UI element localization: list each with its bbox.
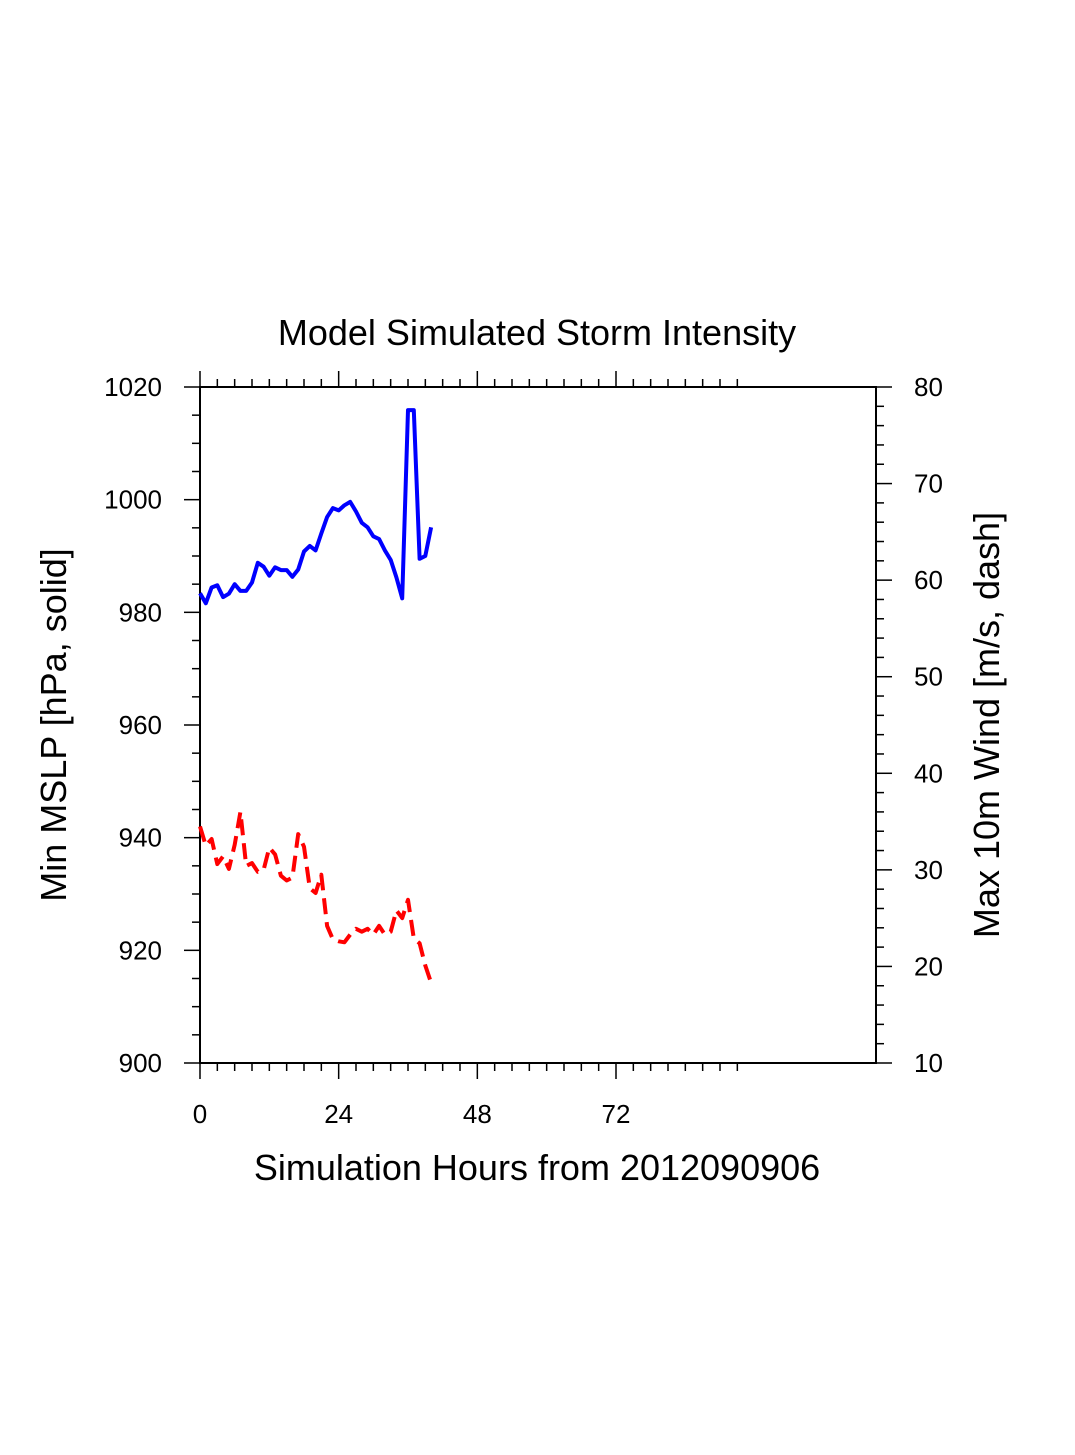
x-tick-label: 72 bbox=[602, 1099, 631, 1129]
y-left-tick-label: 1000 bbox=[104, 485, 162, 515]
x-tick-label: 0 bbox=[193, 1099, 207, 1129]
tick-label-group: 0 24 48 72900920940960980100010201020304050… bbox=[104, 372, 943, 1129]
y-right-tick-label: 80 bbox=[914, 372, 943, 402]
y-right-tick-label: 20 bbox=[914, 951, 943, 981]
chart-title: Model Simulated Storm Intensity bbox=[278, 312, 796, 353]
max-wind-series-line bbox=[198, 809, 433, 984]
y-left-tick-label: 900 bbox=[119, 1048, 162, 1078]
y-left-tick-label: 980 bbox=[119, 597, 162, 627]
y-right-tick-label: 30 bbox=[914, 855, 943, 885]
y-right-tick-label: 70 bbox=[914, 469, 943, 499]
y-right-tick-label: 10 bbox=[914, 1048, 943, 1078]
min-mslp-series-line bbox=[198, 408, 434, 606]
y-right-tick-label: 40 bbox=[914, 758, 943, 788]
y-left-tick-label: 960 bbox=[119, 710, 162, 740]
plot-frame bbox=[199, 386, 877, 1064]
y-right-tick-label: 50 bbox=[914, 662, 943, 692]
x-tick-label: 48 bbox=[463, 1099, 492, 1129]
y-left-axis-title: Min MSLP [hPa, solid] bbox=[33, 548, 74, 902]
x-tick-label: 24 bbox=[324, 1099, 353, 1129]
y-left-tick-label: 1020 bbox=[104, 372, 162, 402]
series-group bbox=[198, 408, 434, 984]
y-right-axis-title: Max 10m Wind [m/s, dash] bbox=[966, 512, 1007, 938]
y-left-tick-label: 940 bbox=[119, 823, 162, 853]
x-axis-title: Simulation Hours from 2012090906 bbox=[254, 1147, 820, 1188]
y-right-tick-label: 60 bbox=[914, 565, 943, 595]
y-left-tick-label: 920 bbox=[119, 935, 162, 965]
tick-group bbox=[184, 371, 892, 1079]
